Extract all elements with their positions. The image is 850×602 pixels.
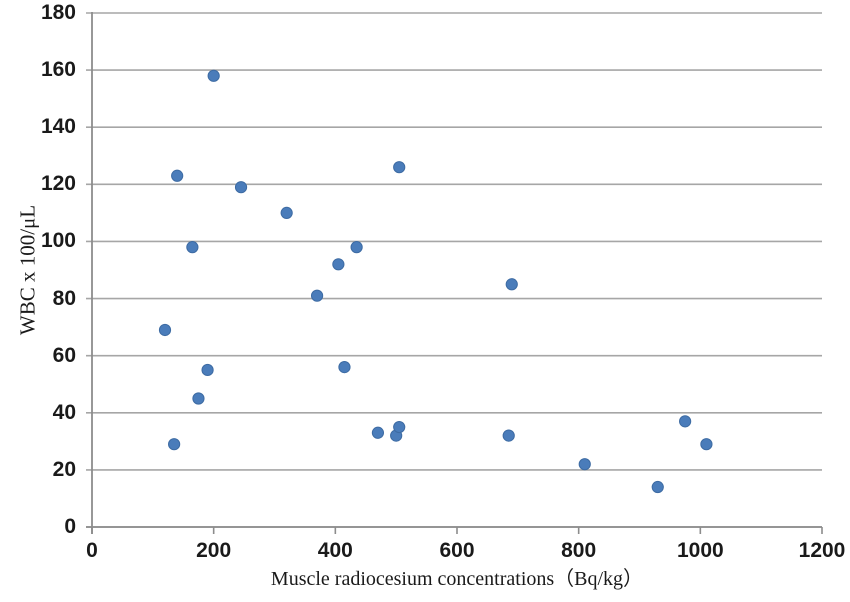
y-axis-title: WBC x 100/μL [15, 204, 40, 336]
x-tick-label: 600 [439, 539, 475, 562]
data-point [332, 258, 345, 271]
y-tick-label: 40 [52, 400, 76, 424]
data-point [168, 438, 181, 451]
data-point [505, 278, 518, 291]
y-tick-label: 140 [40, 115, 76, 139]
data-point [679, 415, 692, 428]
y-tick-label: 120 [40, 172, 76, 196]
x-tick-label: 200 [196, 539, 232, 562]
data-point [502, 429, 515, 442]
data-point [338, 360, 351, 374]
data-point [234, 181, 248, 194]
data-point [192, 392, 205, 405]
data-point [201, 363, 214, 377]
y-tick-label: 80 [52, 286, 76, 310]
x-tick-label: 800 [561, 539, 597, 562]
data-point [350, 241, 363, 254]
x-tick-label: 1200 [798, 539, 846, 562]
y-tick-label: 180 [40, 1, 76, 24]
x-tick-label: 0 [86, 539, 98, 562]
y-tick-label: 160 [40, 58, 76, 82]
data-point [280, 206, 293, 219]
y-tick-label: 20 [52, 457, 76, 481]
data-point [651, 480, 664, 494]
data-point [393, 161, 406, 174]
data-point [207, 69, 220, 82]
x-tick-label: 1000 [676, 539, 724, 562]
data-point [393, 420, 406, 434]
x-axis-title: Muscle radiocesium concentrations（Bq/kg） [270, 568, 644, 590]
data-point [186, 241, 199, 254]
y-tick-label: 60 [52, 343, 76, 367]
data-point [158, 323, 172, 337]
data-point [700, 438, 713, 451]
y-tick-label: 100 [40, 229, 76, 253]
data-point [578, 458, 591, 471]
data-point [171, 169, 184, 182]
data-point [371, 426, 385, 439]
data-point [310, 289, 324, 302]
x-tick-label: 400 [317, 539, 353, 562]
y-tick-label: 0 [64, 515, 76, 538]
